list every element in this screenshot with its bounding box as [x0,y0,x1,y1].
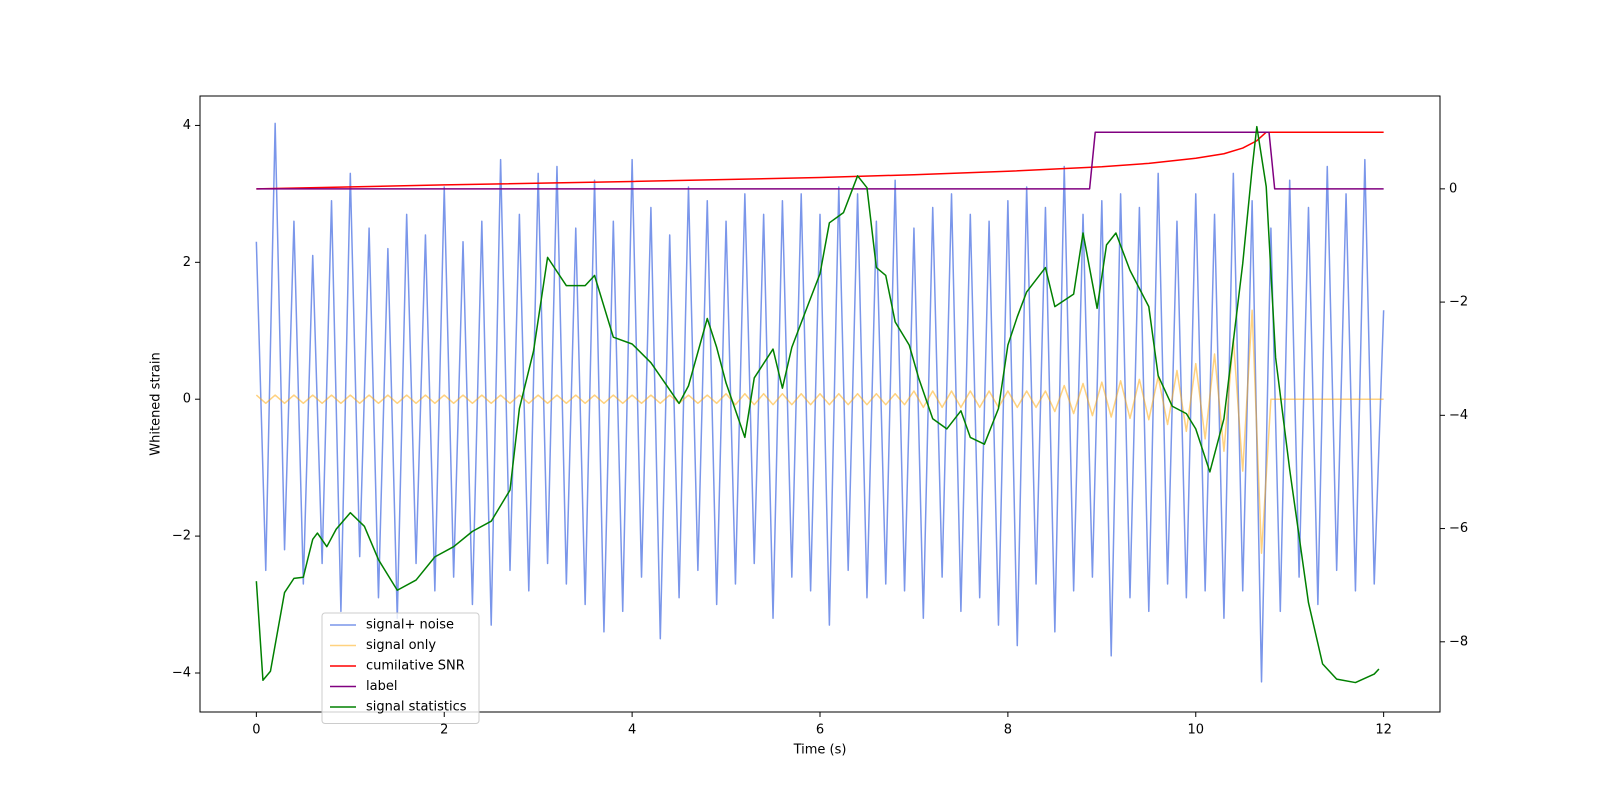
y-axis-label: Whitened strain [149,352,164,455]
series-line [255,309,1384,554]
x-tick-label: 8 [1004,723,1012,738]
series-line [256,131,1384,190]
y-tick-label: 0 [183,392,191,407]
series-line [255,122,1385,683]
x-tick-label: 2 [440,723,448,738]
x-tick-label: 0 [252,723,260,738]
legend-label: cumilative SNR [366,659,465,674]
plot-area [255,122,1385,684]
legend-box [321,612,480,724]
series-line [256,131,1384,190]
y2-tick-label: −6 [1449,521,1468,536]
y-tick-label: −4 [172,665,191,680]
y2-tick-label: 0 [1449,181,1457,196]
legend-label: signal statistics [366,700,467,715]
y-tick-label: 4 [183,118,191,133]
legend-label: signal only [366,638,436,653]
legend-label: signal+ noise [366,618,454,633]
x-tick-label: 4 [628,723,636,738]
legend: signal+ noise signal only cumilative SNR la… [321,612,480,724]
y2-tick-label: −2 [1449,295,1468,310]
x-tick-label: 6 [816,723,824,738]
y-tick-label: −2 [172,529,191,544]
x-tick-label: 10 [1187,723,1204,738]
x-axis-label: Time (s) [793,743,847,758]
series-line [255,125,1380,684]
y-tick-label: 2 [183,255,191,270]
x-tick-label: 12 [1375,723,1392,738]
y2-tick-label: −8 [1449,634,1468,649]
legend-label: label [366,679,397,694]
y2-tick-label: −4 [1449,408,1468,423]
